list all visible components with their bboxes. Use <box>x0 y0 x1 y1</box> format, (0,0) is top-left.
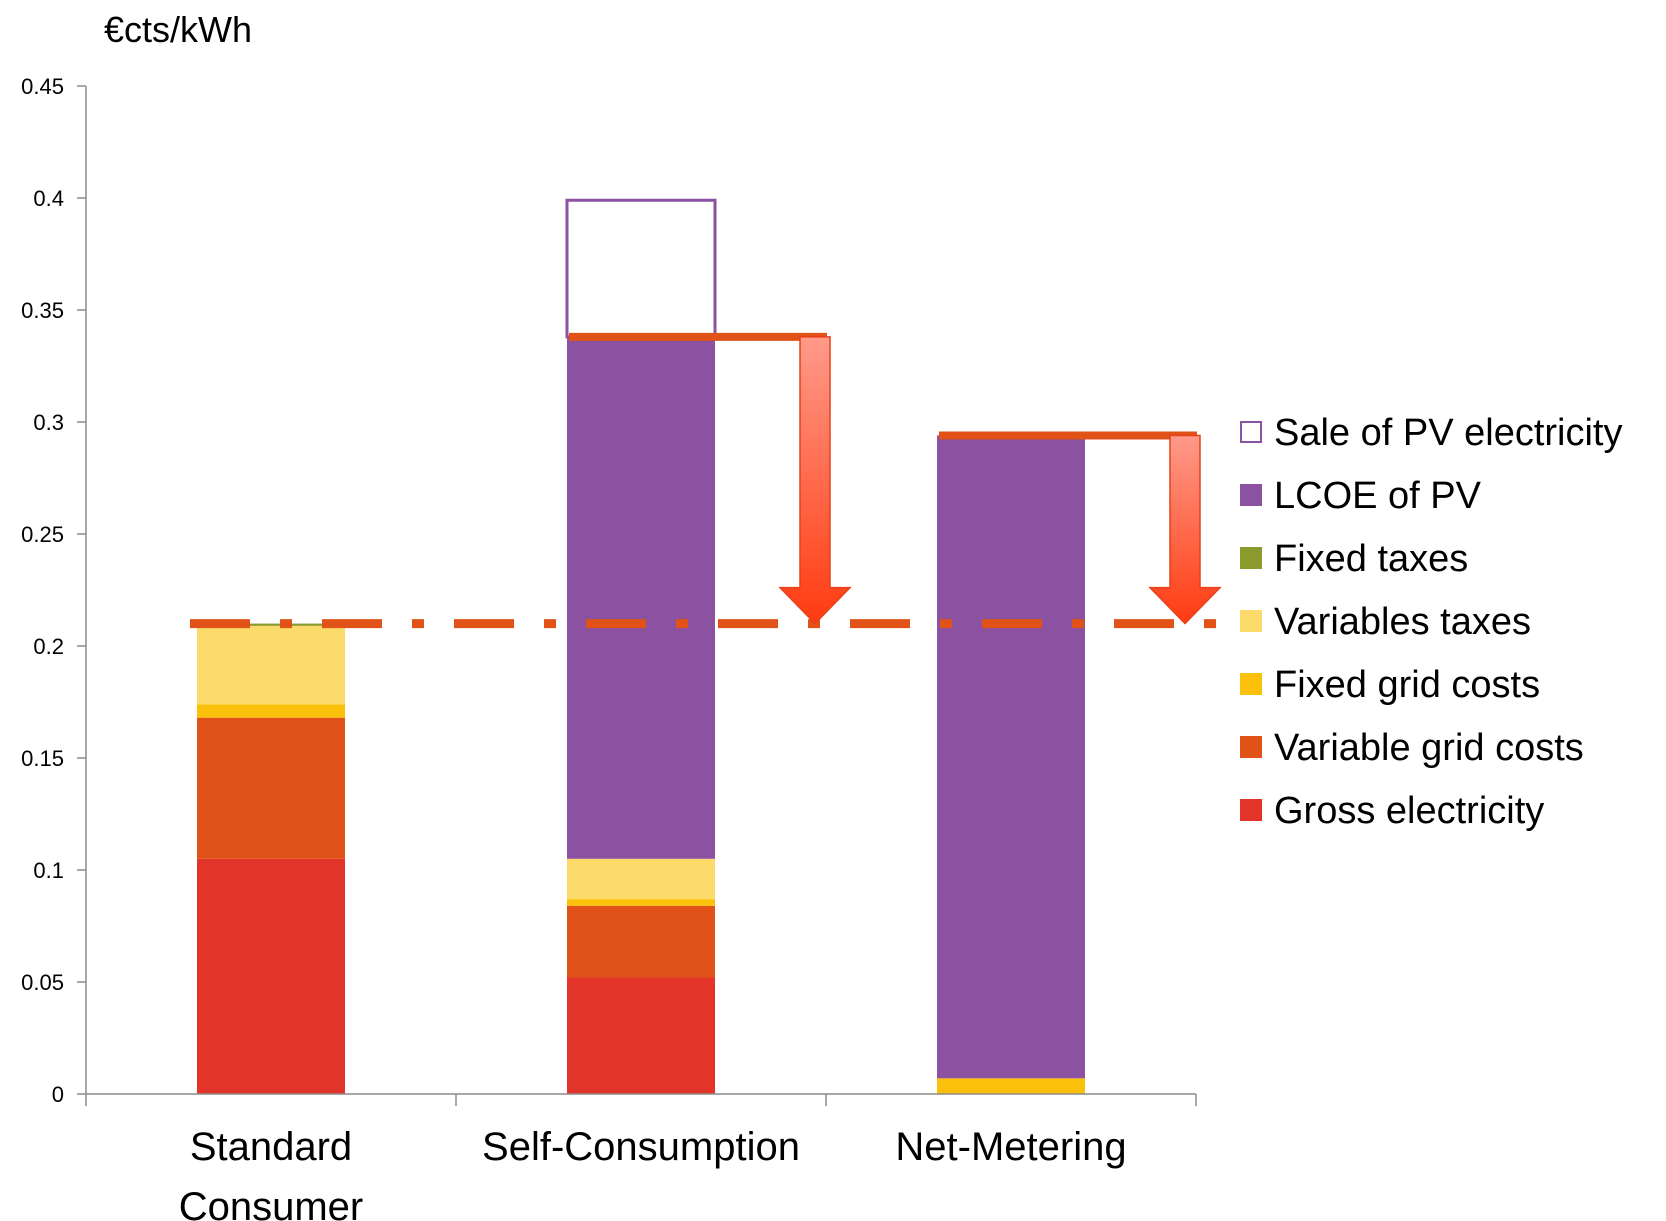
down-arrow <box>1148 434 1222 625</box>
x-category-label-line: Consumer <box>179 1185 364 1221</box>
legend-label: Variable grid costs <box>1274 727 1584 769</box>
legend-swatch <box>1240 736 1262 758</box>
x-category-label: Net-Metering <box>895 1125 1126 1169</box>
legend-swatch <box>1240 547 1262 569</box>
y-axis: 0 0.05 0.1 0.15 0.2 0.25 0.3 0.35 0.4 0.45 <box>21 74 87 1107</box>
x-category-label-line: Standard <box>190 1125 352 1169</box>
legend-label: Variables taxes <box>1274 601 1531 643</box>
legend-label: LCOE of PV <box>1274 475 1482 517</box>
bar-segment <box>937 435 1085 1079</box>
legend-item: Gross electricity <box>1240 790 1544 832</box>
bar-segment <box>197 704 345 718</box>
legend-swatch <box>1240 484 1262 506</box>
bar-segment <box>567 905 715 978</box>
x-axis: Standard Consumer Self-Consumption Net-Mete… <box>85 1093 1197 1221</box>
legend-label: Fixed taxes <box>1274 538 1468 580</box>
bar-segment <box>197 623 345 626</box>
annotation-overlay <box>190 332 1262 629</box>
legend-item: Sale of PV electricity <box>1240 412 1622 454</box>
y-tick-label: 0.05 <box>21 970 64 995</box>
bar-segment <box>565 198 717 339</box>
y-tick-label: 0.35 <box>21 298 64 323</box>
legend-swatch <box>1240 610 1262 632</box>
x-category-label-line: Net-Metering <box>895 1125 1126 1169</box>
x-category-label-line: Self-Consumption <box>482 1125 800 1169</box>
y-tick-label: 0 <box>52 1082 64 1107</box>
bars-group <box>197 198 1085 1094</box>
legend-label: Sale of PV electricity <box>1274 412 1622 454</box>
legend-item: Fixed taxes <box>1240 538 1468 580</box>
x-category-label: Standard Consumer <box>179 1125 364 1221</box>
y-tick-label: 0.3 <box>33 410 64 435</box>
legend-label: Fixed grid costs <box>1274 664 1540 706</box>
legend-swatch <box>1240 673 1262 695</box>
legend: Sale of PV electricity LCOE of PV Fixed ta… <box>1240 412 1622 832</box>
legend-swatch <box>1240 421 1262 443</box>
y-tick-label: 0.25 <box>21 522 64 547</box>
y-tick-label: 0.4 <box>33 186 64 211</box>
legend-item: Fixed grid costs <box>1240 664 1540 706</box>
bar-segment <box>937 1078 1085 1094</box>
bar-segment <box>197 625 345 705</box>
legend-item: LCOE of PV <box>1240 475 1482 517</box>
legend-swatch <box>1240 799 1262 821</box>
y-axis-unit-label: €cts/kWh <box>104 9 252 50</box>
legend-item: Variable grid costs <box>1240 727 1584 769</box>
bar-segment <box>197 717 345 859</box>
y-tick-label: 0.15 <box>21 746 64 771</box>
bar-segment <box>197 858 345 1094</box>
y-tick-label: 0.2 <box>33 634 64 659</box>
legend-item: Variables taxes <box>1240 601 1531 643</box>
bar-segment <box>567 977 715 1094</box>
x-category-label: Self-Consumption <box>482 1125 800 1169</box>
y-tick-label: 0.45 <box>21 74 64 99</box>
bar-segment <box>567 899 715 906</box>
y-tick-label: 0.1 <box>33 858 64 883</box>
down-arrow <box>778 336 852 625</box>
legend-label: Gross electricity <box>1274 790 1544 832</box>
bar-segment <box>567 336 715 859</box>
bar-segment <box>567 858 715 900</box>
